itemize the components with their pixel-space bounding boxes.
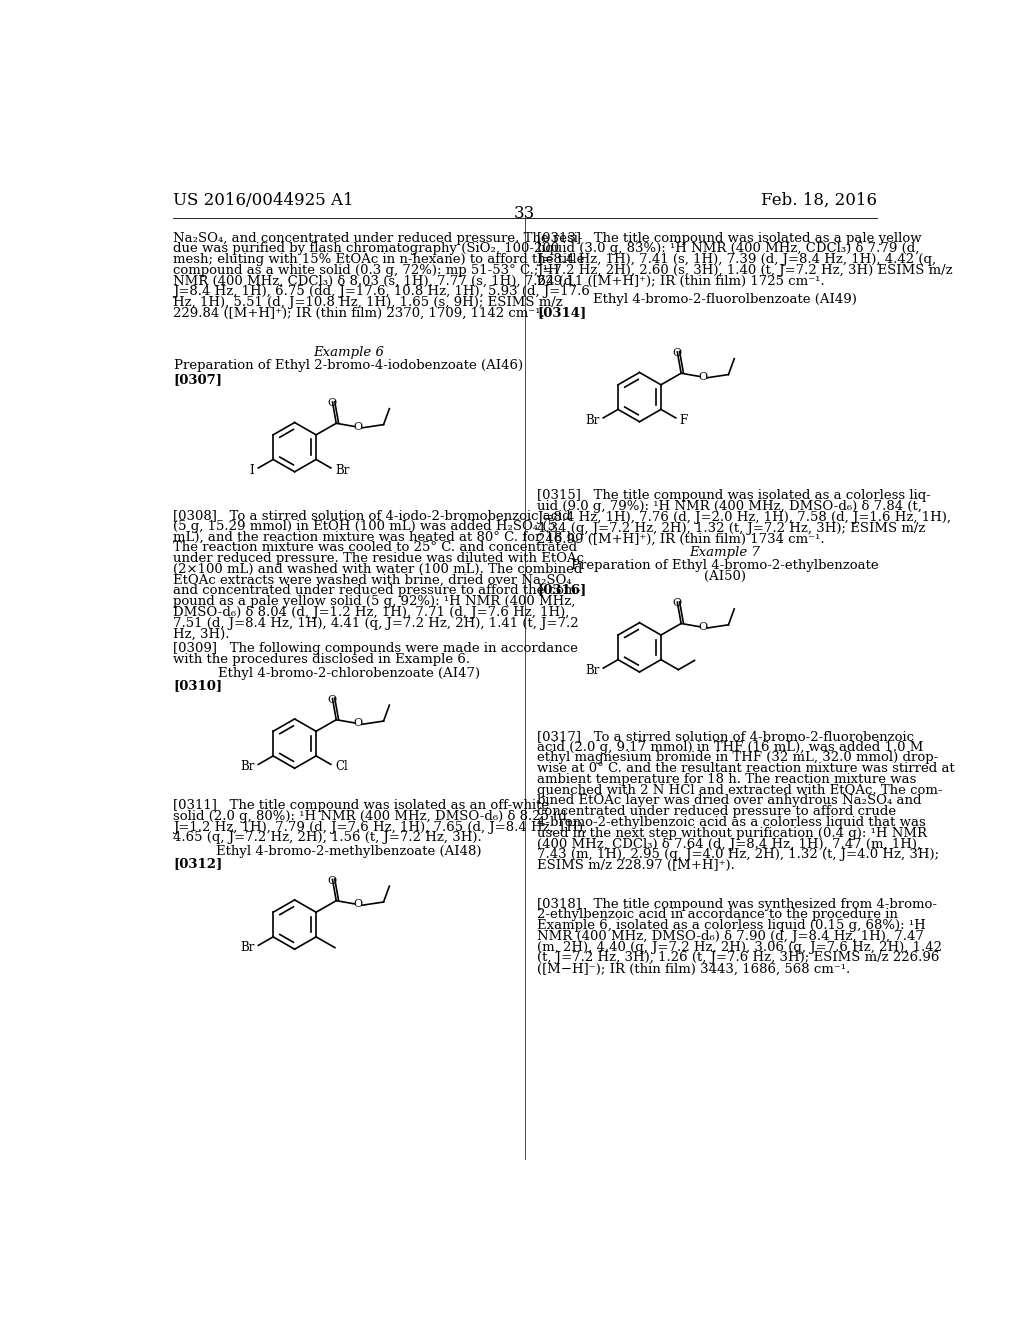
Text: [0312]: [0312] bbox=[173, 858, 222, 871]
Text: F: F bbox=[680, 413, 688, 426]
Text: [0307]: [0307] bbox=[173, 374, 222, 387]
Text: O: O bbox=[698, 622, 708, 632]
Text: quenched with 2 N HCl and extracted with EtOAc. The com-: quenched with 2 N HCl and extracted with… bbox=[538, 784, 943, 797]
Text: concentrated under reduced pressure to afford crude: concentrated under reduced pressure to a… bbox=[538, 805, 896, 818]
Text: Feb. 18, 2016: Feb. 18, 2016 bbox=[761, 193, 877, 210]
Text: Ethyl 4-bromo-2-fluorolbenzoate (AI49): Ethyl 4-bromo-2-fluorolbenzoate (AI49) bbox=[593, 293, 857, 306]
Text: US 2016/0044925 A1: US 2016/0044925 A1 bbox=[173, 193, 353, 210]
Text: pound as a pale yellow solid (5 g, 92%): ¹H NMR (400 MHz,: pound as a pale yellow solid (5 g, 92%):… bbox=[173, 595, 575, 609]
Text: [0309]   The following compounds were made in accordance: [0309] The following compounds were made… bbox=[173, 642, 578, 655]
Text: used in the next step without purification (0.4 g): ¹H NMR: used in the next step without purificati… bbox=[538, 826, 927, 840]
Text: Cl: Cl bbox=[335, 760, 347, 774]
Text: Br: Br bbox=[335, 463, 349, 477]
Text: [0310]: [0310] bbox=[173, 678, 222, 692]
Text: O: O bbox=[328, 875, 336, 886]
Text: DMSO-d₆) δ 8.04 (d, J=1.2 Hz, 1H), 7.71 (d, J=7.6 Hz, 1H),: DMSO-d₆) δ 8.04 (d, J=1.2 Hz, 1H), 7.71 … bbox=[173, 606, 569, 619]
Text: solid (2.0 g, 80%): ¹H NMR (400 MHz, DMSO-d₆) δ 8.25 (d,: solid (2.0 g, 80%): ¹H NMR (400 MHz, DMS… bbox=[173, 810, 571, 822]
Text: 4.34 (q, J=7.2 Hz, 2H), 1.32 (t, J=7.2 Hz, 3H); ESIMS m/z: 4.34 (q, J=7.2 Hz, 2H), 1.32 (t, J=7.2 H… bbox=[538, 521, 926, 535]
Text: wise at 0° C. and the resultant reaction mixture was stirred at: wise at 0° C. and the resultant reaction… bbox=[538, 762, 955, 775]
Text: O: O bbox=[698, 372, 708, 381]
Text: Na₂SO₄, and concentrated under reduced pressure. The resi-: Na₂SO₄, and concentrated under reduced p… bbox=[173, 231, 583, 244]
Text: J=8.4 Hz, 1H), 7.76 (d, J=2.0 Hz, 1H), 7.58 (d, J=1.6 Hz, 1H),: J=8.4 Hz, 1H), 7.76 (d, J=2.0 Hz, 1H), 7… bbox=[538, 511, 951, 524]
Text: Br: Br bbox=[240, 941, 254, 954]
Text: I: I bbox=[250, 463, 254, 477]
Text: J=8.4 Hz, 1H), 6.75 (dd, J=17.6, 10.8 Hz, 1H), 5.93 (d, J=17.6: J=8.4 Hz, 1H), 6.75 (dd, J=17.6, 10.8 Hz… bbox=[173, 285, 590, 298]
Text: Ethyl 4-bromo-2-chlorobenzoate (AI47): Ethyl 4-bromo-2-chlorobenzoate (AI47) bbox=[218, 667, 480, 680]
Text: Example 6, isolated as a colorless liquid (0.15 g, 68%): ¹H: Example 6, isolated as a colorless liqui… bbox=[538, 919, 926, 932]
Text: Example 6: Example 6 bbox=[313, 346, 384, 359]
Text: O: O bbox=[354, 899, 362, 909]
Text: uid (9.0 g, 79%): ¹H NMR (400 MHz, DMSO-d₆) δ 7.84 (t,: uid (9.0 g, 79%): ¹H NMR (400 MHz, DMSO-… bbox=[538, 500, 922, 513]
Text: Example 7: Example 7 bbox=[689, 546, 760, 560]
Text: 246.99 ([M+H]⁺), IR (thin film) 1734 cm⁻¹.: 246.99 ([M+H]⁺), IR (thin film) 1734 cm⁻… bbox=[538, 533, 824, 545]
Text: mesh; eluting with 15% EtOAc in n-hexane) to afford the title: mesh; eluting with 15% EtOAc in n-hexane… bbox=[173, 253, 585, 267]
Text: NMR (400 MHz, CDCl₃) δ 8.03 (s, 1H), 7.77 (s, 1H), 7.64 (d,: NMR (400 MHz, CDCl₃) δ 8.03 (s, 1H), 7.7… bbox=[173, 275, 577, 288]
Text: (AI50): (AI50) bbox=[703, 570, 745, 583]
Text: [0308]   To a stirred solution of 4-iodo-2-bromobenzoic acid: [0308] To a stirred solution of 4-iodo-2… bbox=[173, 508, 570, 521]
Text: O: O bbox=[328, 694, 336, 705]
Text: O: O bbox=[672, 348, 681, 358]
Text: J=1.2 Hz, 1H), 7.79 (d, J=7.6 Hz, 1H), 7.65 (d, J=8.4 Hz, 1H),: J=1.2 Hz, 1H), 7.79 (d, J=7.6 Hz, 1H), 7… bbox=[173, 821, 587, 834]
Text: due was purified by flash chromatography (SiO₂, 100-200: due was purified by flash chromatography… bbox=[173, 243, 559, 255]
Text: NMR (400 MHz, DMSO-d₆) δ 7.90 (d, J=8.4 Hz, 1H), 7.47: NMR (400 MHz, DMSO-d₆) δ 7.90 (d, J=8.4 … bbox=[538, 929, 924, 942]
Text: 4-bromo-2-ethylbenzoic acid as a colorless liquid that was: 4-bromo-2-ethylbenzoic acid as a colorle… bbox=[538, 816, 926, 829]
Text: O: O bbox=[328, 399, 336, 408]
Text: ESIMS m/z 228.97 ([M+H]⁺).: ESIMS m/z 228.97 ([M+H]⁺). bbox=[538, 859, 735, 873]
Text: compound as a white solid (0.3 g, 72%): mp 51-53° C.; ¹H: compound as a white solid (0.3 g, 72%): … bbox=[173, 264, 559, 277]
Text: [0315]   The title compound was isolated as a colorless liq-: [0315] The title compound was isolated a… bbox=[538, 490, 931, 503]
Text: O: O bbox=[354, 422, 362, 432]
Text: ([M−H]⁻); IR (thin film) 3443, 1686, 568 cm⁻¹.: ([M−H]⁻); IR (thin film) 3443, 1686, 568… bbox=[538, 962, 851, 975]
Text: O: O bbox=[354, 718, 362, 729]
Text: (400 MHz, CDCl₃) δ 7.64 (d, J=8.4 Hz, 1H), 7.47 (m, 1H),: (400 MHz, CDCl₃) δ 7.64 (d, J=8.4 Hz, 1H… bbox=[538, 837, 922, 850]
Text: under reduced pressure. The residue was diluted with EtOAc: under reduced pressure. The residue was … bbox=[173, 552, 584, 565]
Text: J=7.2 Hz, 2H), 2.60 (s, 3H), 1.40 (t, J=7.2 Hz, 3H) ESIMS m/z: J=7.2 Hz, 2H), 2.60 (s, 3H), 1.40 (t, J=… bbox=[538, 264, 952, 277]
Text: [0313]   The title compound was isolated as a pale yellow: [0313] The title compound was isolated a… bbox=[538, 231, 922, 244]
Text: bined EtOAc layer was dried over anhydrous Na₂SO₄ and: bined EtOAc layer was dried over anhydro… bbox=[538, 795, 922, 808]
Text: J=8.4 Hz, 1H), 7.41 (s, 1H), 7.39 (d, J=8.4 Hz, 1H), 4.42 (q,: J=8.4 Hz, 1H), 7.41 (s, 1H), 7.39 (d, J=… bbox=[538, 253, 936, 267]
Text: (t, J=7.2 Hz, 3H), 1.26 (t, J=7.6 Hz, 3H); ESIMS m/z 226.96: (t, J=7.2 Hz, 3H), 1.26 (t, J=7.6 Hz, 3H… bbox=[538, 952, 940, 965]
Text: O: O bbox=[672, 598, 681, 609]
Text: (m, 2H), 4.40 (q, J=7.2 Hz, 2H), 3.06 (q, J=7.6 Hz, 2H), 1.42: (m, 2H), 4.40 (q, J=7.2 Hz, 2H), 3.06 (q… bbox=[538, 941, 942, 954]
Text: Br: Br bbox=[585, 413, 599, 426]
Text: Hz, 3H).: Hz, 3H). bbox=[173, 627, 229, 640]
Text: EtOAc extracts were washed with brine, dried over Na₂SO₄: EtOAc extracts were washed with brine, d… bbox=[173, 573, 571, 586]
Text: (2×100 mL) and washed with water (100 mL). The combined: (2×100 mL) and washed with water (100 mL… bbox=[173, 562, 583, 576]
Text: [0314]: [0314] bbox=[538, 306, 587, 319]
Text: Preparation of Ethyl 2-bromo-4-iodobenzoate (AI46): Preparation of Ethyl 2-bromo-4-iodobenzo… bbox=[174, 359, 523, 372]
Text: 229.11 ([M+H]⁺); IR (thin film) 1725 cm⁻¹.: 229.11 ([M+H]⁺); IR (thin film) 1725 cm⁻… bbox=[538, 275, 824, 288]
Text: ethyl magnesium bromide in THF (32 mL, 32.0 mmol) drop-: ethyl magnesium bromide in THF (32 mL, 3… bbox=[538, 751, 938, 764]
Text: 33: 33 bbox=[514, 205, 536, 222]
Text: The reaction mixture was cooled to 25° C. and concentrated: The reaction mixture was cooled to 25° C… bbox=[173, 541, 578, 554]
Text: 4.65 (q, J=7.2 Hz, 2H), 1.56 (t, J=7.2 Hz, 3H).: 4.65 (q, J=7.2 Hz, 2H), 1.56 (t, J=7.2 H… bbox=[173, 832, 481, 845]
Text: [0311]   The title compound was isolated as an off-white: [0311] The title compound was isolated a… bbox=[173, 799, 549, 812]
Text: [0318]   The title compound was synthesized from 4-bromo-: [0318] The title compound was synthesize… bbox=[538, 898, 937, 911]
Text: ambient temperature for 18 h. The reaction mixture was: ambient temperature for 18 h. The reacti… bbox=[538, 774, 916, 785]
Text: mL), and the reaction mixture was heated at 80° C. for 18 h.: mL), and the reaction mixture was heated… bbox=[173, 531, 580, 544]
Text: Br: Br bbox=[585, 664, 599, 677]
Text: 2-ethylbenzoic acid in accordance to the procedure in: 2-ethylbenzoic acid in accordance to the… bbox=[538, 908, 898, 921]
Text: Br: Br bbox=[240, 760, 254, 774]
Text: [0317]   To a stirred solution of 4-bromo-2-fluorobenzoic: [0317] To a stirred solution of 4-bromo-… bbox=[538, 730, 914, 743]
Text: and concentrated under reduced pressure to afford the com-: and concentrated under reduced pressure … bbox=[173, 585, 581, 597]
Text: 7.51 (d, J=8.4 Hz, 1H), 4.41 (q, J=7.2 Hz, 2H), 1.41 (t, J=7.2: 7.51 (d, J=8.4 Hz, 1H), 4.41 (q, J=7.2 H… bbox=[173, 616, 579, 630]
Text: [0316]: [0316] bbox=[538, 583, 587, 597]
Text: liquid (3.0 g, 83%): ¹H NMR (400 MHz, CDCl₃) δ 7.79 (d,: liquid (3.0 g, 83%): ¹H NMR (400 MHz, CD… bbox=[538, 243, 920, 255]
Text: Ethyl 4-bromo-2-methylbenzoate (AI48): Ethyl 4-bromo-2-methylbenzoate (AI48) bbox=[216, 845, 481, 858]
Text: Hz, 1H), 5.51 (d, J=10.8 Hz, 1H), 1.65 (s, 9H); ESIMS m/z: Hz, 1H), 5.51 (d, J=10.8 Hz, 1H), 1.65 (… bbox=[173, 296, 563, 309]
Text: Preparation of Ethyl 4-bromo-2-ethylbenzoate: Preparation of Ethyl 4-bromo-2-ethylbenz… bbox=[571, 558, 879, 572]
Text: with the procedures disclosed in Example 6.: with the procedures disclosed in Example… bbox=[173, 653, 470, 665]
Text: acid (2.0 g, 9.17 mmol) in THF (16 mL), was added 1.0 M: acid (2.0 g, 9.17 mmol) in THF (16 mL), … bbox=[538, 741, 924, 754]
Text: 229.84 ([M+H]⁺); IR (thin film) 2370, 1709, 1142 cm⁻¹.: 229.84 ([M+H]⁺); IR (thin film) 2370, 17… bbox=[173, 308, 545, 319]
Text: 7.43 (m, 1H), 2.95 (q, J=4.0 Hz, 2H), 1.32 (t, J=4.0 Hz, 3H);: 7.43 (m, 1H), 2.95 (q, J=4.0 Hz, 2H), 1.… bbox=[538, 849, 939, 862]
Text: (5 g, 15.29 mmol) in EtOH (100 mL) was added H₂SO₄ (5: (5 g, 15.29 mmol) in EtOH (100 mL) was a… bbox=[173, 520, 556, 532]
